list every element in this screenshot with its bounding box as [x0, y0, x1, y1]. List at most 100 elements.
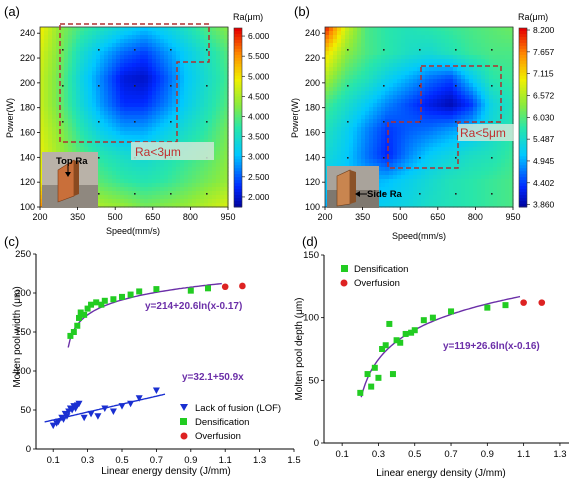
panel-a-heat-cell: [184, 183, 189, 188]
panel-b-heat-cell: [369, 59, 374, 64]
panel-b-heat-cell: [345, 51, 350, 56]
panel-b-heat-cell: [361, 59, 366, 64]
panel-b-heat-cell: [401, 71, 406, 76]
panel-b-heat-cell: [417, 27, 422, 32]
panel-b-heat-cell: [357, 55, 362, 60]
panel-a-heat-cell: [164, 199, 169, 204]
panel-a-heat-cell: [96, 199, 101, 204]
panel-a-heat-cell: [96, 171, 101, 176]
panel-b-heat-cell: [361, 83, 366, 88]
panel-b-heat-cell: [373, 155, 378, 160]
panel-b-heat-cell: [365, 55, 370, 60]
panel-b-heat-cell: [421, 167, 426, 172]
panel-b-heat-cell: [497, 55, 502, 60]
panel-a-heat-cell: [124, 155, 129, 160]
panel-b-heat-cell: [325, 135, 330, 140]
panel-a-heat-cell: [216, 51, 221, 56]
panel-a-heat-cell: [212, 51, 217, 56]
panel-b-heat-cell: [401, 183, 406, 188]
panel-a-heat-cell: [152, 163, 157, 168]
panel-a-heat-cell: [88, 31, 93, 36]
panel-a-heat-cell: [204, 67, 209, 72]
panel-b-heat-cell: [457, 151, 462, 156]
panel-a-heat-cell: [108, 135, 113, 140]
panel-b-heat-cell: [389, 199, 394, 204]
panel-a-heat-cell: [120, 203, 125, 208]
panel-b-heat-cell: [445, 79, 450, 84]
panel-a-heat-cell: [220, 135, 225, 140]
panel-b-heat-cell: [333, 135, 338, 140]
panel-a-heat-cell: [212, 91, 217, 96]
panel-b-heat-cell: [357, 35, 362, 40]
panel-b-heat-cell: [441, 63, 446, 68]
panel-a-heat-cell: [120, 47, 125, 52]
panel-b-heat-cell: [445, 59, 450, 64]
panel-b-heat-cell: [397, 107, 402, 112]
panel-b-heat-cell: [353, 115, 358, 120]
panel-b-heat-cell: [473, 179, 478, 184]
panel-a-heat-cell: [80, 31, 85, 36]
panel-a-heat-cell: [204, 87, 209, 92]
panel-a-heat-cell: [212, 115, 217, 120]
panel-b-heat-cell: [449, 139, 454, 144]
panel-a-heat-cell: [92, 39, 97, 44]
panel-a-heat-cell: [188, 187, 193, 192]
panel-a-heat-cell: [208, 167, 213, 172]
panel-a-heat-cell: [196, 87, 201, 92]
panel-a-heat-cell: [80, 103, 85, 108]
panel-b-heat-cell: [401, 39, 406, 44]
panel-a-heat-cell: [140, 27, 145, 32]
panel-b-heat-cell: [353, 67, 358, 72]
panel-a-heat-cell: [72, 35, 77, 40]
panel-a-heat-cell: [140, 111, 145, 116]
panel-a-heat-cell: [176, 123, 181, 128]
panel-b-heat-cell: [481, 71, 486, 76]
panel-b-heat-cell: [365, 79, 370, 84]
panel-b-heat-cell: [325, 71, 330, 76]
panel-b-heat-cell: [473, 79, 478, 84]
panel-b-heat-cell: [341, 31, 346, 36]
panel-b-heat-cell: [473, 151, 478, 156]
panel-a-heat-cell: [140, 107, 145, 112]
panel-a-heat-cell: [156, 27, 161, 32]
panel-b-heat-cell: [449, 111, 454, 116]
panel-b-heat-cell: [421, 191, 426, 196]
panel-a-heat-cell: [188, 99, 193, 104]
panel-a-heat-cell: [216, 63, 221, 68]
panel-a-heat-cell: [200, 95, 205, 100]
panel-a-heat-cell: [72, 95, 77, 100]
panel-b-heat-cell: [421, 175, 426, 180]
panel-a-heat-cell: [68, 87, 73, 92]
panel-a-heat-cell: [188, 111, 193, 116]
panel-b-heat-cell: [417, 179, 422, 184]
panel-b-heat-cell: [401, 175, 406, 180]
panel-b-heat-cell: [461, 191, 466, 196]
panel-b-heat-cell: [337, 107, 342, 112]
panel-b-heat-cell: [409, 171, 414, 176]
panel-a-heat-cell: [112, 51, 117, 56]
panel-a-heat-cell: [56, 123, 61, 128]
panel-a-heat-cell: [52, 127, 57, 132]
panel-a-heat-cell: [112, 195, 117, 200]
panel-b-heat-cell: [477, 103, 482, 108]
panel-a-heat-cell: [92, 107, 97, 112]
panel-a-heat-cell: [152, 67, 157, 72]
panel-a-heat-cell: [156, 139, 161, 144]
panel-a-heat-cell: [100, 123, 105, 128]
panel-a-sample-point: [98, 121, 100, 123]
panel-a-heat-cell: [188, 191, 193, 196]
panel-b-heat-cell: [377, 47, 382, 52]
panel-a-y-tick-label: 180: [20, 103, 35, 113]
panel-a-heat-cell: [168, 183, 173, 188]
panel-b-heat-cell: [469, 47, 474, 52]
panel-a-heat-cell: [108, 95, 113, 100]
panel-a-heat-cell: [44, 59, 49, 64]
panel-b-heat-cell: [449, 75, 454, 80]
panel-b-heat-cell: [425, 67, 430, 72]
panel-a-heat-cell: [200, 71, 205, 76]
panel-b-heat-cell: [449, 175, 454, 180]
panel-b-colorbar-segment: [519, 28, 527, 32]
panel-b-heat-cell: [469, 143, 474, 148]
panel-a-heat-cell: [48, 143, 53, 148]
